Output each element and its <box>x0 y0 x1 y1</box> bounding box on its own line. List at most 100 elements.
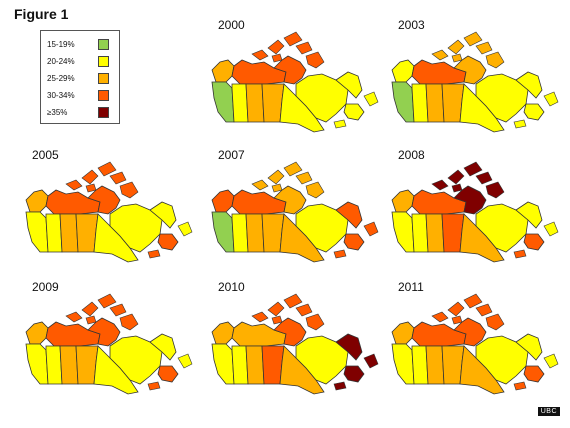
region-nu <box>463 31 483 47</box>
region-nl <box>149 201 177 229</box>
region-nu <box>273 317 307 347</box>
region-nu <box>271 53 283 63</box>
region-nu <box>85 315 97 325</box>
region-nu <box>295 41 313 55</box>
region-nu <box>295 303 313 317</box>
region-nu <box>451 53 463 63</box>
map-panel-2003: 2003 <box>391 18 570 138</box>
map-year-label: 2005 <box>32 148 59 162</box>
region-nu <box>463 161 483 177</box>
legend-label: 25-29% <box>47 74 75 83</box>
region-yt <box>211 59 235 83</box>
region-mar <box>147 381 161 391</box>
region-nu <box>447 169 465 185</box>
region-nu <box>453 185 487 215</box>
region-nu <box>119 181 139 199</box>
region-nl <box>335 201 363 229</box>
region-mar <box>157 233 179 251</box>
region-nu <box>451 183 463 193</box>
region-sk <box>425 213 445 253</box>
legend-item: ≥35% <box>47 107 113 119</box>
region-nu <box>271 183 283 193</box>
map-year-label: 2008 <box>398 148 425 162</box>
region-nl <box>515 333 543 361</box>
region-nu <box>305 51 325 69</box>
legend-label: 20-24% <box>47 57 75 66</box>
map-panel-2011: 2011 <box>391 280 570 400</box>
legend-swatch <box>98 107 109 118</box>
map-panel-2009: 2009 <box>25 280 206 400</box>
region-qc <box>475 335 529 385</box>
map-panel-2000: 2000 <box>211 18 392 138</box>
region-nu <box>65 179 83 191</box>
map-year-label: 2003 <box>398 18 425 32</box>
region-yt <box>25 189 49 213</box>
canada-map <box>211 293 379 395</box>
legend-swatch <box>98 56 109 67</box>
region-bc <box>211 81 235 123</box>
region-nu <box>463 293 483 309</box>
region-nu <box>81 301 99 317</box>
region-mar <box>333 119 347 129</box>
region-nl <box>543 91 559 107</box>
region-qc <box>109 335 163 385</box>
region-qc <box>475 203 529 253</box>
region-nu <box>267 39 285 55</box>
region-mar <box>523 103 545 121</box>
region-nu <box>475 171 493 185</box>
region-nu <box>305 181 325 199</box>
region-nl <box>177 353 193 369</box>
map-panel-2010: 2010 <box>211 280 392 400</box>
region-nu <box>267 301 285 317</box>
canada-map <box>25 293 193 395</box>
region-nu <box>283 31 303 47</box>
region-ab <box>45 345 63 385</box>
region-mar <box>333 381 347 391</box>
region-nu <box>271 315 283 325</box>
region-nl <box>515 71 543 99</box>
region-sk <box>59 345 79 385</box>
canada-map <box>391 293 559 395</box>
canada-map <box>211 31 379 133</box>
region-bc <box>25 343 49 385</box>
region-mar <box>333 249 347 259</box>
region-nu <box>87 185 121 215</box>
region-sk <box>245 213 265 253</box>
legend-item: 30-34% <box>47 90 113 102</box>
ubc-badge: UBC <box>537 407 560 416</box>
region-mar <box>343 365 365 383</box>
region-ab <box>411 345 429 385</box>
map-year-label: 2007 <box>218 148 245 162</box>
region-nu <box>251 179 269 191</box>
region-nl <box>515 201 543 229</box>
region-sk <box>425 83 445 123</box>
region-nu <box>97 293 117 309</box>
map-panel-2005: 2005 <box>25 148 206 268</box>
legend-swatch <box>98 39 109 50</box>
region-nl <box>363 91 379 107</box>
region-yt <box>391 59 415 83</box>
region-nu <box>305 313 325 331</box>
legend-label: 15-19% <box>47 40 75 49</box>
region-nu <box>251 311 269 323</box>
region-yt <box>391 189 415 213</box>
region-qc <box>475 73 529 123</box>
region-mar <box>513 381 527 391</box>
region-sk <box>245 345 265 385</box>
region-mar <box>523 365 545 383</box>
region-nu <box>267 169 285 185</box>
region-nu <box>65 311 83 323</box>
region-ab <box>231 213 249 253</box>
region-nu <box>295 171 313 185</box>
region-nu <box>85 183 97 193</box>
canada-map <box>391 161 559 263</box>
region-nl <box>335 333 363 361</box>
region-nl <box>363 353 379 369</box>
legend-label: ≥35% <box>47 108 68 117</box>
region-nu <box>283 293 303 309</box>
region-ab <box>231 345 249 385</box>
map-panel-2007: 2007 <box>211 148 392 268</box>
region-mar <box>513 119 527 129</box>
region-nu <box>97 161 117 177</box>
region-nu <box>485 51 505 69</box>
